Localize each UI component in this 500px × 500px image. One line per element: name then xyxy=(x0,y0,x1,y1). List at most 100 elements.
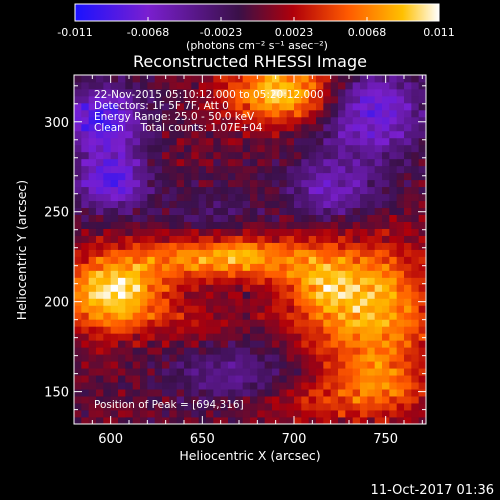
heatmap-cell xyxy=(213,81,222,90)
heatmap-cell xyxy=(242,256,251,264)
heatmap-cell xyxy=(323,81,332,90)
heatmap-cell xyxy=(206,228,214,236)
heatmap-cell xyxy=(338,340,346,348)
heatmap-cell xyxy=(228,75,236,83)
heatmap-cell xyxy=(382,333,390,341)
heatmap-cell xyxy=(257,228,266,236)
heatmap-cell xyxy=(411,200,420,209)
heatmap-cell xyxy=(140,354,148,362)
heatmap-cell xyxy=(154,319,163,327)
heatmap-cell xyxy=(367,172,376,181)
heatmap-cell xyxy=(301,375,310,383)
heatmap-cell xyxy=(367,256,376,264)
heatmap-cell xyxy=(154,123,163,132)
heatmap-cell xyxy=(191,193,200,202)
heatmap-cell xyxy=(367,109,376,118)
heatmap-cell xyxy=(118,354,126,362)
heatmap-cell xyxy=(206,368,214,376)
heatmap-cell xyxy=(184,102,192,111)
footer-timestamp: 11-Oct-2017 01:36 xyxy=(371,483,494,498)
heatmap-cell xyxy=(140,410,148,418)
heatmap-cell xyxy=(250,340,258,348)
heatmap-cell xyxy=(250,305,258,313)
heatmap-cell xyxy=(272,270,280,278)
heatmap-cell xyxy=(154,130,163,139)
heatmap-cell xyxy=(374,186,383,195)
heatmap-cell xyxy=(389,263,398,271)
heatmap-cell xyxy=(220,186,229,195)
heatmap-cell xyxy=(345,291,354,299)
heatmap-cell xyxy=(404,361,412,369)
heatmap-cell xyxy=(330,403,339,411)
heatmap-cell xyxy=(323,109,332,118)
heatmap-cell xyxy=(206,354,214,362)
heatmap-cell xyxy=(272,305,280,313)
heatmap-cell xyxy=(147,263,156,271)
heatmap-cell xyxy=(242,158,251,167)
heatmap-cell xyxy=(88,326,97,334)
heatmap-cell xyxy=(176,410,185,418)
heatmap-cell xyxy=(184,361,192,369)
heatmap-cell xyxy=(345,123,354,132)
heatmap-cell xyxy=(257,123,266,132)
heatmap-cell xyxy=(279,172,288,181)
heatmap-cell xyxy=(162,242,170,250)
heatmap-cell xyxy=(228,228,236,236)
heatmap-cell xyxy=(257,249,266,257)
heatmap-cell xyxy=(154,102,163,111)
heatmap-cell xyxy=(169,158,178,167)
heatmap-cell xyxy=(220,277,229,285)
heatmap-cell xyxy=(404,417,412,425)
heatmap-cell xyxy=(367,319,376,327)
heatmap-cell xyxy=(132,340,141,348)
heatmap-cell xyxy=(220,81,229,90)
heatmap-cell xyxy=(286,221,295,229)
heatmap-cell xyxy=(206,361,214,369)
heatmap-cell xyxy=(88,158,97,167)
heatmap-cell xyxy=(162,305,170,313)
heatmap-cell xyxy=(367,333,376,341)
heatmap-cell xyxy=(154,305,163,313)
heatmap-cell xyxy=(330,333,339,341)
heatmap-cell xyxy=(308,249,317,257)
heatmap-cell xyxy=(360,410,368,418)
heatmap-cell xyxy=(301,151,310,160)
heatmap-cell xyxy=(286,249,295,257)
heatmap-cell xyxy=(176,403,185,411)
heatmap-cell xyxy=(162,361,170,369)
heatmap-cell xyxy=(213,88,222,97)
heatmap-cell xyxy=(418,284,427,292)
heatmap-cell xyxy=(374,382,383,390)
heatmap-cell xyxy=(118,270,126,278)
heatmap-cell xyxy=(323,319,332,327)
heatmap-cell xyxy=(110,235,119,243)
heatmap-cell xyxy=(264,235,273,243)
heatmap-cell xyxy=(96,88,104,97)
heatmap-cell xyxy=(191,340,200,348)
heatmap-cell xyxy=(352,172,361,181)
annotation-time-range: 22-Nov-2015 05:10:12.000 to 05:20:12.000 xyxy=(94,89,324,101)
heatmap-cell xyxy=(81,214,90,222)
heatmap-cell xyxy=(125,277,134,285)
heatmap-cell xyxy=(162,200,170,209)
heatmap-cell xyxy=(352,179,361,188)
heatmap-cell xyxy=(96,235,104,243)
heatmap-cell xyxy=(96,396,104,404)
heatmap-cell xyxy=(374,242,383,250)
heatmap-cell xyxy=(286,228,295,236)
heatmap-cell xyxy=(360,130,368,139)
heatmap-cell xyxy=(198,361,207,369)
heatmap-cell xyxy=(257,151,266,160)
heatmap-cell xyxy=(74,417,82,425)
heatmap-cell xyxy=(140,123,148,132)
heatmap-cell xyxy=(220,165,229,174)
heatmap-cell xyxy=(147,214,156,222)
heatmap-cell xyxy=(132,396,141,404)
heatmap-cell xyxy=(418,102,427,111)
heatmap-cell xyxy=(264,172,273,181)
heatmap-cell xyxy=(389,95,398,104)
heatmap-cell xyxy=(154,249,163,257)
heatmap-cell xyxy=(176,235,185,243)
heatmap-cell xyxy=(345,200,354,209)
heatmap-cell xyxy=(206,235,214,243)
